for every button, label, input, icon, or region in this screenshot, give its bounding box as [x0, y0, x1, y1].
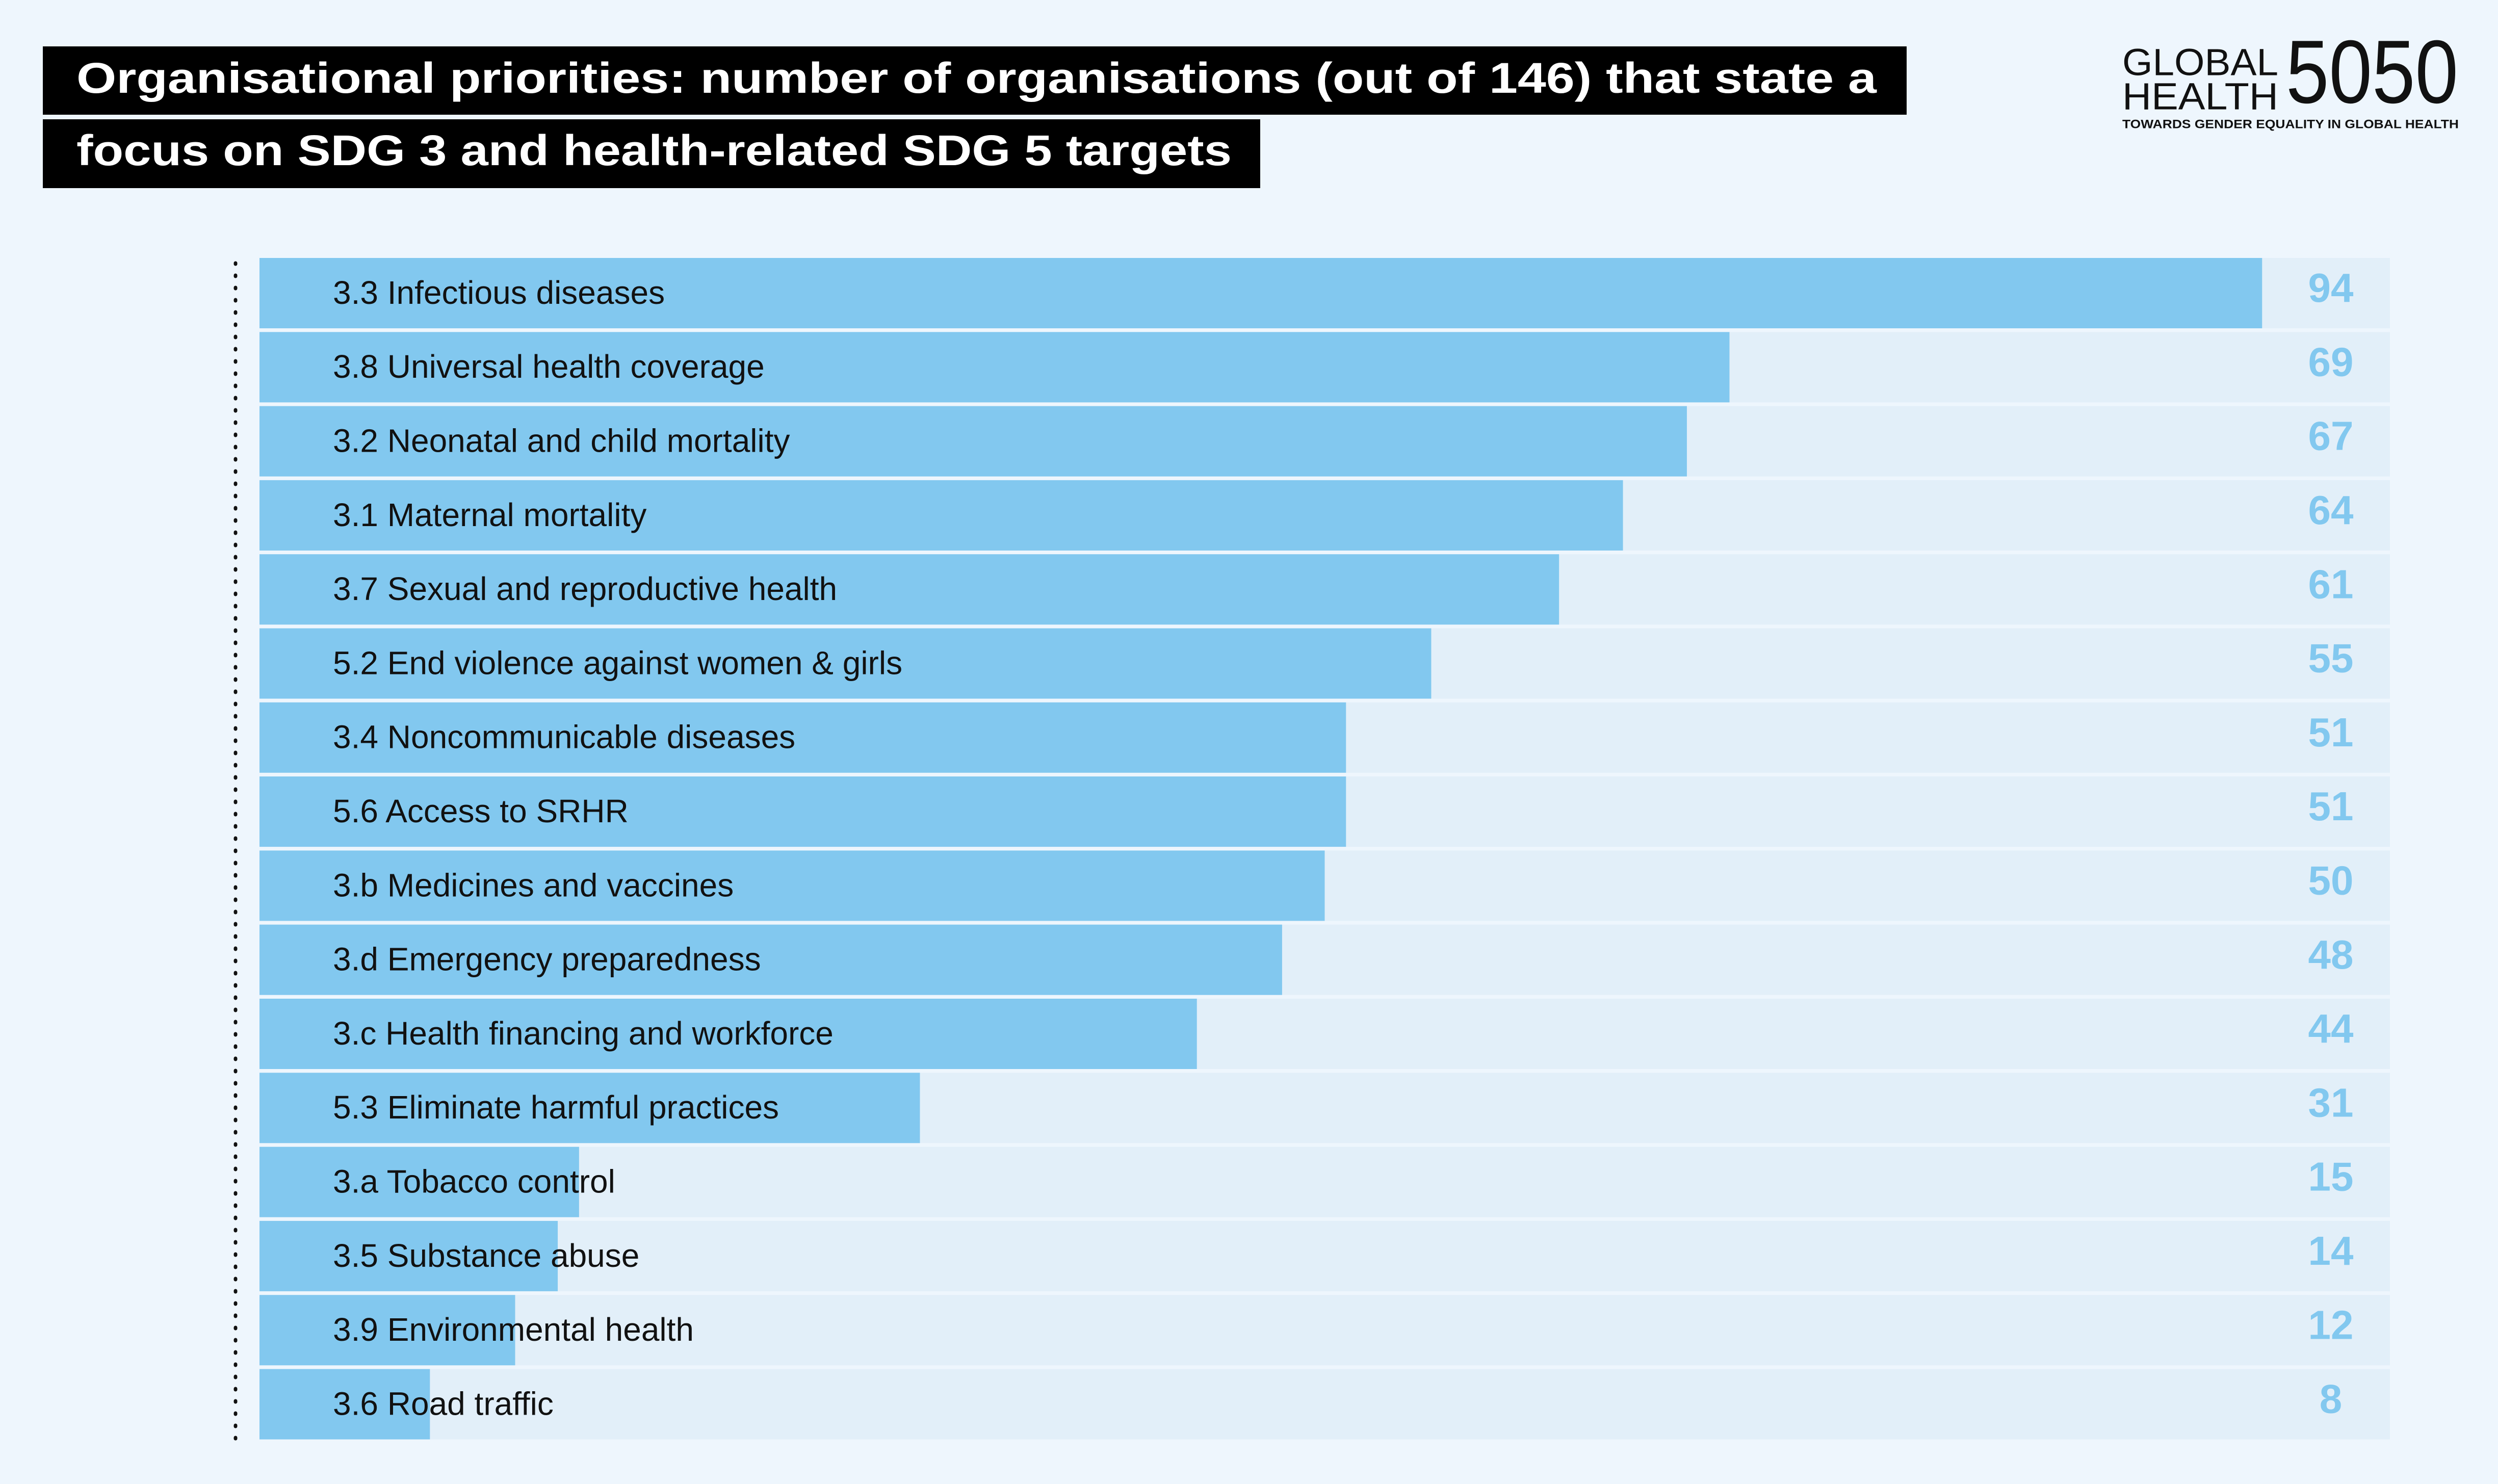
value-label: 69 — [2308, 339, 2354, 384]
logo-text: GLOBAL — [2122, 41, 2278, 84]
value-label: 94 — [2308, 265, 2354, 310]
bar — [259, 258, 2262, 328]
category-label: 5.6 Access to SRHR — [333, 793, 629, 829]
value-label: 48 — [2308, 932, 2354, 977]
title-box — [43, 119, 1260, 188]
value-label: 44 — [2308, 1006, 2354, 1051]
bar-track — [259, 1220, 2390, 1291]
bar — [259, 332, 1730, 403]
bar — [259, 924, 1282, 995]
category-label: 3.3 Infectious diseases — [333, 274, 665, 311]
value-label: 55 — [2308, 636, 2354, 681]
bar — [259, 1147, 579, 1217]
category-label: 5.2 End violence against women & girls — [333, 644, 902, 681]
bar — [259, 554, 1559, 625]
logo-text: HEALTH — [2122, 75, 2278, 118]
logo-tagline: TOWARDS GENDER EQUALITY IN GLOBAL HEALTH — [2122, 117, 2459, 131]
bar — [259, 1073, 920, 1143]
category-label: 5.3 Eliminate harmful practices — [333, 1089, 779, 1126]
bar — [259, 850, 1325, 921]
bar — [259, 999, 1197, 1069]
value-label: 51 — [2308, 710, 2354, 755]
category-label: 3.7 Sexual and reproductive health — [333, 570, 837, 607]
value-label: 15 — [2308, 1154, 2354, 1200]
bar-track — [259, 1295, 2390, 1366]
bar — [259, 1220, 558, 1291]
chart-title: Organisational priorities: number of org… — [76, 54, 1878, 102]
category-label: 3.9 Environmental health — [333, 1311, 694, 1348]
category-label: 3.4 Noncommunicable diseases — [333, 719, 795, 756]
bar-track — [259, 1147, 2390, 1217]
value-label: 31 — [2308, 1080, 2354, 1125]
category-label: 3.d Emergency preparedness — [333, 941, 761, 978]
title-box — [43, 46, 1907, 115]
value-label: 50 — [2308, 858, 2354, 903]
value-label: 51 — [2308, 784, 2354, 829]
chart-title: focus on SDG 3 and health-related SDG 5 … — [76, 126, 1232, 174]
category-label: 3.6 Road traffic — [333, 1385, 554, 1422]
bar — [259, 776, 1346, 847]
category-label: 3.c Health financing and workforce — [333, 1015, 834, 1052]
bar — [259, 1295, 515, 1366]
category-label: 3.b Medicines and vaccines — [333, 867, 734, 903]
category-label: 3.2 Neonatal and child mortality — [333, 423, 790, 459]
bar-track — [259, 1369, 2390, 1440]
rows: 3.3 Infectious diseases 94 3.8 Universal h… — [259, 258, 2390, 1440]
value-label: 67 — [2308, 413, 2354, 459]
category-label: 3.8 Universal health coverage — [333, 348, 765, 385]
bar — [259, 406, 1687, 477]
logo-number: 5050 — [2286, 22, 2458, 122]
value-label: 14 — [2308, 1228, 2354, 1273]
value-label: 12 — [2308, 1302, 2354, 1347]
bar — [259, 1369, 430, 1440]
value-label: 8 — [2320, 1376, 2343, 1422]
bar — [259, 480, 1623, 551]
bar — [259, 702, 1346, 773]
bar — [259, 628, 1432, 699]
category-label: 3.a Tobacco control — [333, 1163, 615, 1200]
value-label: 64 — [2308, 487, 2354, 533]
value-label: 61 — [2308, 561, 2354, 607]
category-label: 3.1 Maternal mortality — [333, 497, 646, 533]
category-label: 3.5 Substance abuse — [333, 1237, 639, 1274]
